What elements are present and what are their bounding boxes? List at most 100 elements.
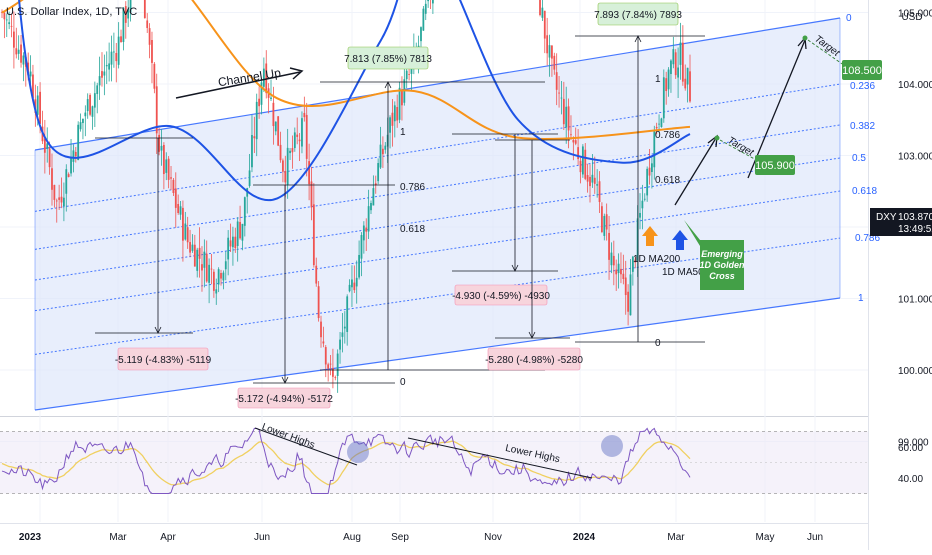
ma50-arrow-icon <box>672 230 688 250</box>
candle-body <box>584 149 587 179</box>
lower-highs-trendline-2 <box>407 437 593 479</box>
golden-cross-label: Cross <box>709 271 735 281</box>
candle-body <box>365 227 368 232</box>
fib-level-label: 0.618 <box>852 186 877 197</box>
candle-body <box>679 42 682 65</box>
channel-fill <box>35 18 840 410</box>
channel-line <box>34 297 841 411</box>
candle-body <box>224 261 227 270</box>
candle-body <box>251 135 253 168</box>
candle-body <box>320 321 322 338</box>
candle-body <box>262 68 265 87</box>
candle-body <box>317 286 320 319</box>
symbol-title: U.S. Dollar Index, 1D, TVC <box>6 6 138 18</box>
candle-body <box>353 282 356 291</box>
candle-body <box>115 52 118 62</box>
price-tick: 99.000 <box>898 438 929 449</box>
candle-body <box>391 112 394 126</box>
candle-body <box>655 126 658 129</box>
rsi-indicator <box>0 427 868 494</box>
candle-body <box>672 49 675 65</box>
price-tick: 103.000 <box>898 152 932 163</box>
candle-body <box>596 184 599 186</box>
fib-level-label: 0.786 <box>855 233 880 244</box>
candle-body <box>93 93 96 108</box>
rsi-highlight-circle <box>347 441 369 463</box>
candle-body <box>539 0 541 16</box>
candle-body <box>603 215 606 236</box>
candle-body <box>5 19 8 21</box>
fib-level-label: 0.5 <box>852 153 866 164</box>
ma200-line <box>1 0 691 141</box>
candle-body <box>253 136 256 139</box>
channel-up-arrow <box>175 71 301 99</box>
candle-body <box>229 240 232 247</box>
candle-body <box>122 7 125 42</box>
candle-body <box>648 167 651 176</box>
candle-body <box>393 105 396 122</box>
candle-body <box>265 63 268 94</box>
candle-body <box>420 27 422 42</box>
candle-body <box>377 163 380 182</box>
price-tick: 101.000 <box>898 295 932 306</box>
candle-body <box>551 45 553 59</box>
candle-body <box>89 95 91 115</box>
candle-body <box>641 200 644 209</box>
candle-body <box>346 296 349 332</box>
candle-body <box>367 206 370 232</box>
candle-body <box>586 175 589 182</box>
candle-body <box>431 0 434 4</box>
target-box-1 <box>755 155 795 175</box>
candle-body <box>303 112 306 118</box>
candle-body <box>201 264 203 271</box>
candle-body <box>405 70 408 80</box>
candle-body <box>129 0 132 13</box>
golden-cross-label: Emerging <box>701 249 743 259</box>
candle-body <box>96 85 99 95</box>
fib-small-label: 1 <box>400 127 406 138</box>
candle-body <box>239 221 241 239</box>
fib-level-label: 0.382 <box>850 121 875 132</box>
candle-body <box>17 49 20 54</box>
candle-body <box>143 0 146 19</box>
candle-body <box>339 339 341 350</box>
candle-body <box>581 146 584 175</box>
candle-body <box>55 200 58 202</box>
candle-body <box>646 168 649 196</box>
candle-body <box>10 25 13 27</box>
candle-body <box>686 67 689 85</box>
candle-body <box>555 72 558 90</box>
candle-body <box>341 332 344 337</box>
measure-dn-1-box <box>117 347 209 371</box>
measure-arrow <box>528 331 536 339</box>
candle-body <box>553 55 556 70</box>
candle-body <box>117 36 120 65</box>
candle-body <box>572 139 575 143</box>
candle-body <box>210 268 213 270</box>
candle-body <box>567 106 570 131</box>
candle-body <box>220 272 222 279</box>
candle-body <box>172 179 175 193</box>
candle-body <box>565 106 568 128</box>
fib-small-label: 0.618 <box>400 224 425 235</box>
candle-body <box>351 279 353 288</box>
candle-body <box>277 116 280 146</box>
candle-body <box>322 341 325 344</box>
candle-body <box>310 181 313 208</box>
fib-level-label: 0.236 <box>850 81 875 92</box>
axes: USD108.000107.000106.000105.000104.00010… <box>19 9 932 543</box>
measure-arrow <box>281 376 289 384</box>
candle-body <box>241 223 244 241</box>
candle-body <box>260 82 263 105</box>
candle-body <box>558 92 560 94</box>
candle-body <box>43 138 46 153</box>
candle-body <box>196 249 199 271</box>
candle-body <box>289 150 291 154</box>
candle-body <box>255 101 258 140</box>
last-price: 103.870 <box>898 212 932 223</box>
candle-body <box>546 35 549 54</box>
candle-body <box>653 131 656 168</box>
fib-level-label: 0 <box>846 13 852 24</box>
candle-body <box>15 48 18 55</box>
